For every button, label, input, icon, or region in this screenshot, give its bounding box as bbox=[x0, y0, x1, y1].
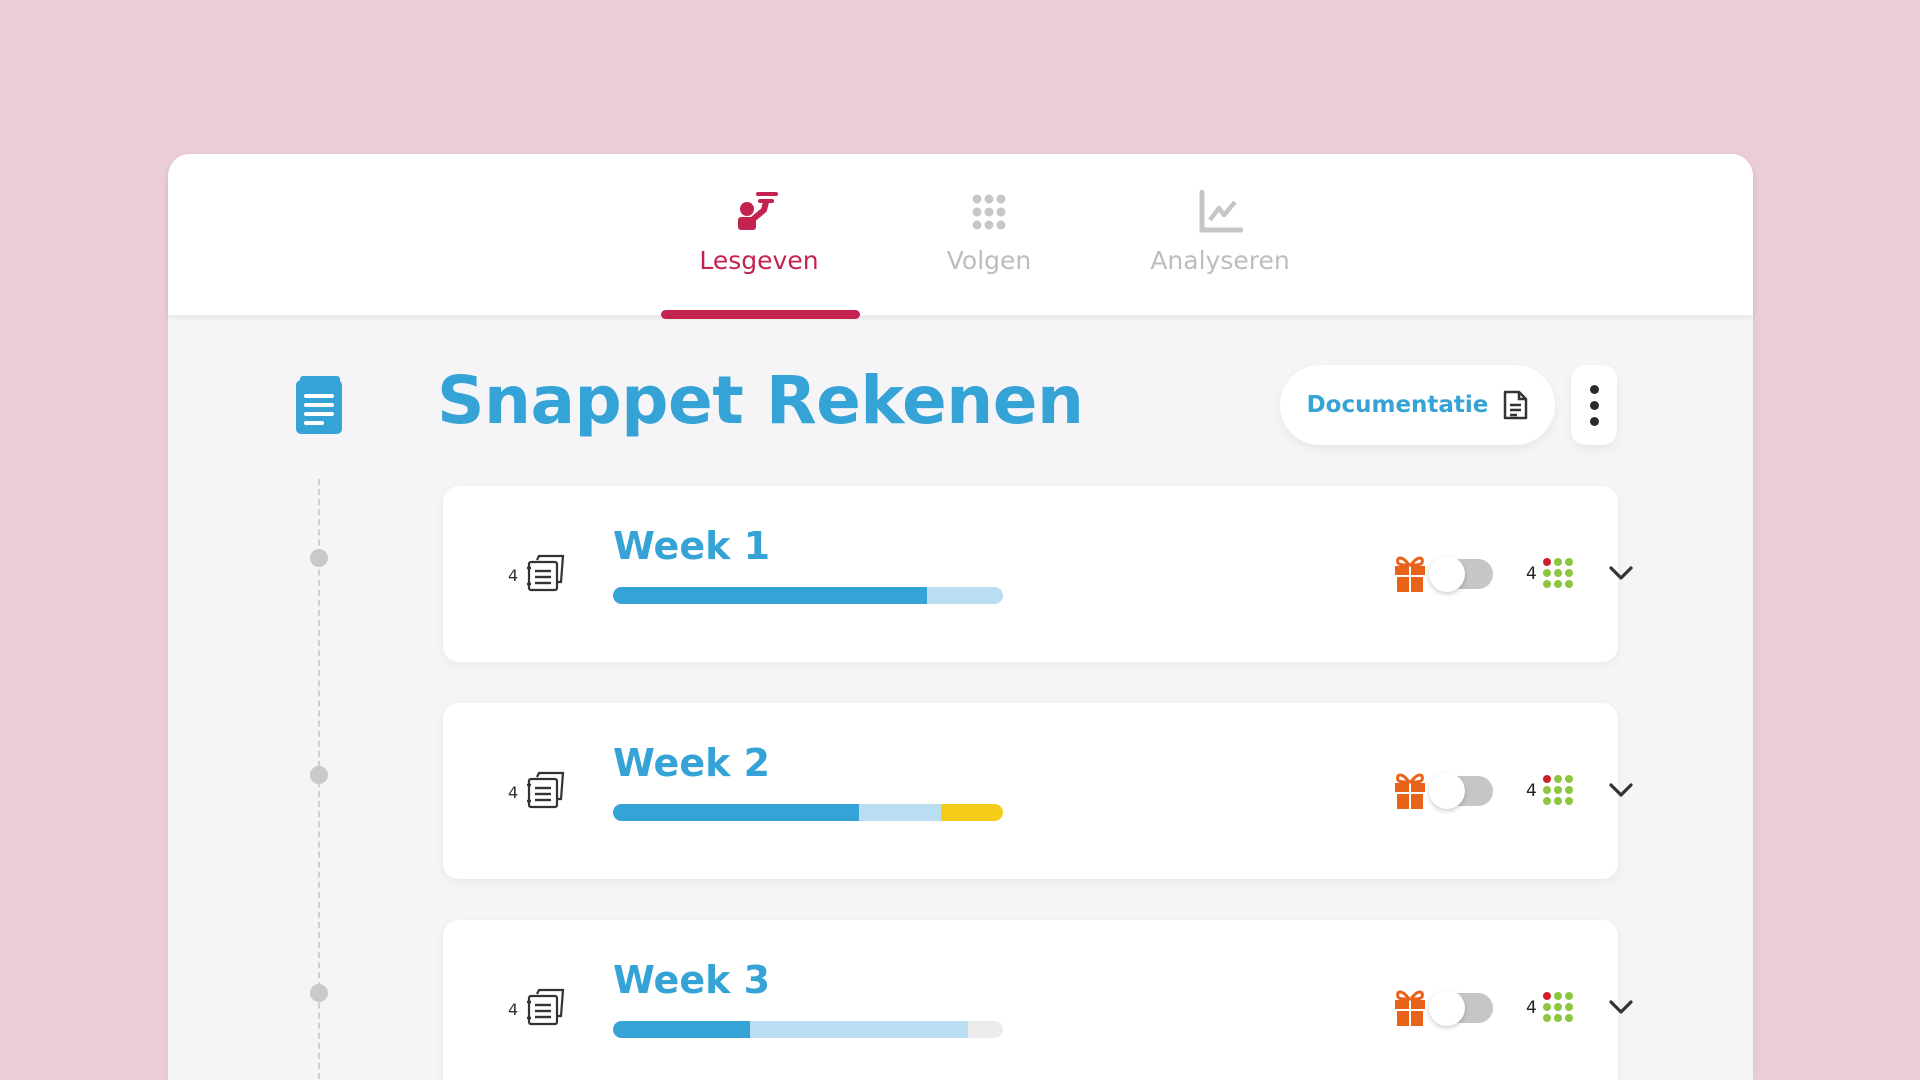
week-card[interactable]: 4 Week 2 4 bbox=[443, 703, 1633, 879]
timeline-dot bbox=[310, 984, 328, 1002]
progress-completed bbox=[613, 1021, 750, 1038]
progress-planned bbox=[858, 804, 941, 821]
tab-lesgeven[interactable]: Lesgeven bbox=[659, 190, 859, 275]
gift-icon[interactable] bbox=[1394, 553, 1426, 593]
toggle-knob bbox=[1429, 990, 1465, 1026]
progress-planned bbox=[926, 587, 1003, 604]
book-icon bbox=[296, 376, 342, 434]
week-card[interactable]: 4 Week 1 4 bbox=[443, 486, 1633, 662]
toggle-switch[interactable] bbox=[1429, 556, 1493, 592]
students-dots-icon bbox=[1543, 775, 1573, 805]
timeline-dot bbox=[310, 766, 328, 784]
timeline-dot bbox=[310, 549, 328, 567]
lessons-stack-icon bbox=[527, 771, 565, 809]
grid-dots-icon bbox=[972, 194, 1006, 230]
toggle-switch[interactable] bbox=[1429, 773, 1493, 809]
document-icon bbox=[1504, 390, 1528, 420]
chart-line-icon bbox=[1199, 190, 1243, 233]
kebab-dot bbox=[1589, 384, 1599, 394]
week-card[interactable]: 4 Week 3 4 bbox=[443, 920, 1633, 1080]
students-dots-icon bbox=[1543, 992, 1573, 1022]
progress-completed bbox=[613, 587, 927, 604]
tab-analyseren[interactable]: Analyseren bbox=[1120, 190, 1320, 275]
kebab-dot bbox=[1589, 400, 1599, 410]
progress-attention bbox=[940, 804, 1003, 821]
students-count: 4 bbox=[1526, 781, 1537, 801]
week-title[interactable]: Week 3 bbox=[613, 958, 771, 1002]
top-nav: Lesgeven Volgen Analyseren bbox=[168, 154, 1753, 319]
lesson-count: 4 bbox=[508, 1000, 519, 1019]
lessons-stack-icon bbox=[527, 554, 565, 592]
progress-bar bbox=[613, 587, 1003, 604]
gift-icon[interactable] bbox=[1394, 770, 1426, 810]
students-count: 4 bbox=[1526, 564, 1537, 584]
tab-label: Lesgeven bbox=[699, 246, 819, 275]
lessons-stack-icon bbox=[527, 988, 565, 1026]
kebab-dot bbox=[1589, 416, 1599, 426]
students-dots-icon bbox=[1543, 558, 1573, 588]
documentation-button[interactable]: Documentatie bbox=[1280, 365, 1555, 445]
chevron-down-icon[interactable] bbox=[1608, 998, 1634, 1016]
progress-remaining bbox=[967, 1021, 1003, 1038]
week-title[interactable]: Week 1 bbox=[613, 524, 771, 568]
chevron-down-icon[interactable] bbox=[1608, 564, 1634, 582]
tab-label: Analyseren bbox=[1150, 246, 1290, 275]
chevron-down-icon[interactable] bbox=[1608, 781, 1634, 799]
lesson-count: 4 bbox=[508, 566, 519, 585]
progress-bar bbox=[613, 804, 1003, 821]
toggle-switch[interactable] bbox=[1429, 990, 1493, 1026]
toggle-knob bbox=[1429, 556, 1465, 592]
documentation-label: Documentatie bbox=[1306, 392, 1489, 418]
gift-icon[interactable] bbox=[1394, 987, 1426, 1027]
tab-volgen[interactable]: Volgen bbox=[889, 190, 1089, 275]
app-window: Lesgeven Volgen Analyseren Snappet Reken… bbox=[168, 154, 1753, 1080]
active-tab-indicator bbox=[661, 310, 860, 319]
progress-planned bbox=[749, 1021, 968, 1038]
week-title[interactable]: Week 2 bbox=[613, 741, 771, 785]
toggle-knob bbox=[1429, 773, 1465, 809]
tab-label: Volgen bbox=[946, 246, 1032, 275]
progress-bar bbox=[613, 1021, 1003, 1038]
students-count: 4 bbox=[1526, 998, 1537, 1018]
progress-completed bbox=[613, 804, 859, 821]
teacher-icon bbox=[738, 192, 778, 230]
lesson-count: 4 bbox=[508, 783, 519, 802]
page-title: Snappet Rekenen bbox=[437, 362, 1084, 439]
more-options-button[interactable] bbox=[1571, 365, 1617, 445]
